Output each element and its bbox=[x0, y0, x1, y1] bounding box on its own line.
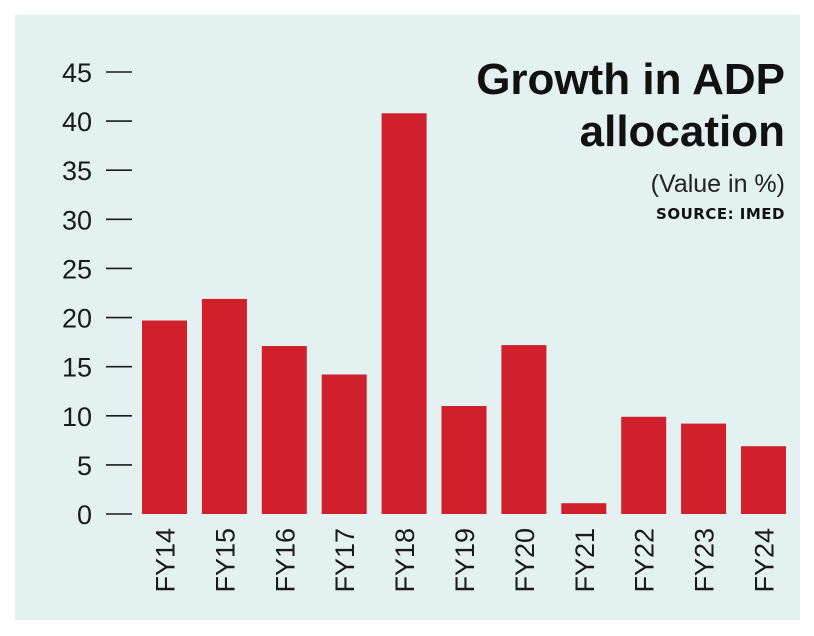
bar-fy20 bbox=[501, 345, 547, 514]
bar-fy24 bbox=[741, 446, 786, 514]
bar-fy15 bbox=[201, 298, 247, 514]
title-block: Growth in ADP allocation (Value in %) SO… bbox=[476, 55, 785, 223]
y-tick-label-45: 45 bbox=[62, 58, 92, 88]
bar-fy14 bbox=[142, 320, 187, 514]
y-tick-label-25: 25 bbox=[62, 254, 92, 284]
bar-fy18 bbox=[381, 113, 427, 515]
x-label-fy23: FY23 bbox=[690, 528, 720, 593]
bar-fy16 bbox=[261, 346, 307, 514]
x-label-fy16: FY16 bbox=[270, 528, 300, 593]
y-tick-label-30: 30 bbox=[62, 205, 92, 235]
bar-fy21 bbox=[561, 503, 607, 514]
bars bbox=[142, 113, 786, 515]
x-label-fy17: FY17 bbox=[330, 528, 360, 593]
y-axis: 0 5 10 15 20 25 30 35 40 45 bbox=[62, 58, 132, 530]
chart-subtitle: (Value in %) bbox=[651, 170, 785, 198]
y-tick-label-40: 40 bbox=[62, 107, 92, 137]
x-label-fy15: FY15 bbox=[210, 528, 240, 593]
x-axis: FY14 FY15 FY16 FY17 FY18 FY19 FY20 FY21 FY22 FY23… bbox=[151, 528, 780, 593]
bar-fy23 bbox=[681, 423, 727, 514]
chart-source: SOURCE: IMED bbox=[656, 205, 785, 223]
y-tick-label-0: 0 bbox=[77, 500, 92, 530]
x-label-fy14: FY14 bbox=[151, 528, 181, 593]
x-label-fy21: FY21 bbox=[570, 528, 600, 593]
x-label-fy20: FY20 bbox=[510, 528, 540, 593]
bar-fy19 bbox=[441, 406, 487, 514]
x-label-fy18: FY18 bbox=[390, 528, 420, 593]
y-tick-label-5: 5 bbox=[77, 451, 92, 481]
y-tick-label-35: 35 bbox=[62, 156, 92, 186]
chart-title-line-2: allocation bbox=[580, 107, 785, 156]
chart-title-line-1: Growth in ADP bbox=[476, 55, 785, 104]
x-label-fy24: FY24 bbox=[750, 528, 780, 593]
bar-fy17 bbox=[321, 374, 367, 514]
y-tick-label-15: 15 bbox=[62, 353, 92, 383]
x-label-fy22: FY22 bbox=[630, 528, 660, 593]
x-label-fy19: FY19 bbox=[450, 528, 480, 593]
y-tick-label-10: 10 bbox=[62, 402, 92, 432]
bar-fy22 bbox=[621, 416, 667, 514]
y-tick-label-20: 20 bbox=[62, 304, 92, 334]
